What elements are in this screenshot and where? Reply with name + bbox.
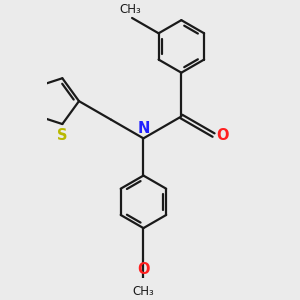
- Text: O: O: [137, 262, 150, 277]
- Text: N: N: [137, 121, 150, 136]
- Text: S: S: [57, 128, 68, 142]
- Text: O: O: [217, 128, 229, 142]
- Text: CH₃: CH₃: [133, 285, 154, 298]
- Text: CH₃: CH₃: [120, 3, 142, 16]
